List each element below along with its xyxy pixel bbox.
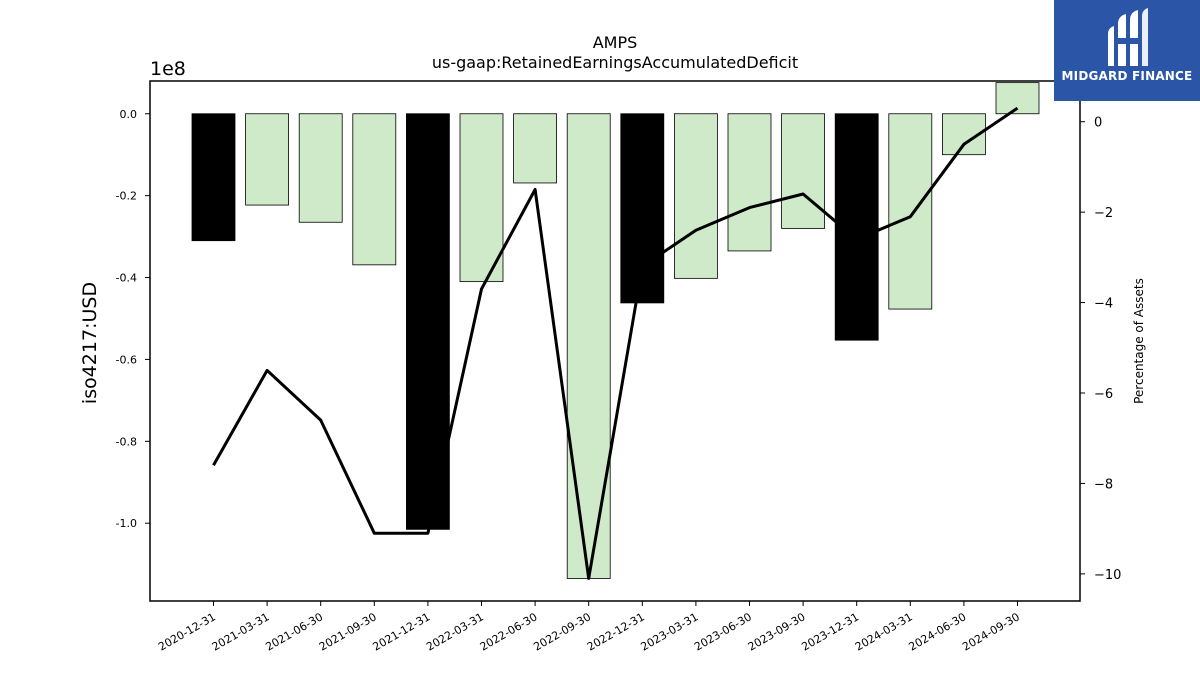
x-tick-label: 2024-09-30 — [960, 610, 1022, 653]
bar-2023-03-31 — [674, 113, 718, 279]
bar-2021-06-30 — [298, 113, 343, 223]
y2-axis-label: Percentage of Assets — [1132, 278, 1146, 404]
percentage-line — [212, 106, 1019, 580]
x-tick-label: 2021-09-30 — [317, 610, 379, 653]
y-tick-label: -0.8 — [116, 435, 137, 448]
logo-text: MIDGARD FINANCE — [1061, 69, 1193, 83]
x-tick-label: 2024-03-31 — [853, 610, 915, 653]
bar-2022-03-31 — [459, 113, 504, 283]
y2-tick-label: −8 — [1094, 477, 1113, 492]
y-tick-label: -0.2 — [116, 190, 137, 203]
x-tick-label: 2021-12-31 — [371, 610, 433, 653]
x-tick-label: 2023-03-31 — [639, 610, 701, 653]
y-tick-label: -0.6 — [116, 353, 137, 366]
x-tick-label: 2022-03-31 — [424, 610, 486, 653]
bar-2023-09-30 — [781, 113, 825, 229]
y-tick-label: 0.0 — [120, 108, 138, 121]
y2-tick-label: −4 — [1094, 297, 1113, 312]
x-tick-label: 2023-06-30 — [692, 610, 754, 653]
x-tick-label: 2022-06-30 — [478, 610, 540, 653]
x-tick-label: 2024-06-30 — [907, 610, 969, 653]
x-tick-label: 2021-03-31 — [210, 610, 272, 653]
bar-2023-06-30 — [727, 113, 772, 252]
x-tick-label: 2023-12-31 — [799, 610, 861, 653]
line-layer — [212, 106, 1019, 580]
bar-2022-09-30 — [566, 113, 611, 579]
chart-title: AMPS — [593, 33, 638, 52]
y-tick-label: -0.4 — [116, 272, 137, 285]
chart-subtitle: us-gaap:RetainedEarningsAccumulatedDefic… — [432, 53, 798, 72]
y2-tick-label: −6 — [1094, 387, 1113, 402]
bar-2020-12-31 — [191, 113, 236, 242]
bars-layer — [191, 82, 1040, 579]
plot-frame — [149, 80, 1081, 602]
y-axis-label: iso4217:USD — [79, 282, 101, 404]
brand-logo: MIDGARD FINANCE — [1054, 0, 1200, 101]
bar-2024-03-31 — [888, 113, 933, 310]
bar-2021-09-30 — [352, 113, 397, 266]
bar-2021-03-31 — [245, 113, 290, 206]
midgard-logo-icon — [1108, 8, 1148, 66]
y2-tick-label: 0 — [1094, 116, 1102, 131]
x-tick-label: 2022-09-30 — [531, 610, 593, 653]
bar-2022-06-30 — [513, 113, 557, 184]
x-tick-label: 2021-06-30 — [263, 610, 325, 653]
y-tick-label: -1.0 — [116, 517, 137, 530]
x-tick-label: 2023-09-30 — [746, 610, 808, 653]
y-scale-label: 1e8 — [150, 58, 186, 80]
bar-2021-12-31 — [405, 113, 450, 530]
y2-tick-label: −10 — [1094, 568, 1121, 583]
x-tick-label: 2022-12-31 — [585, 610, 647, 653]
x-tick-label: 2020-12-31 — [156, 610, 218, 653]
y2-tick-label: −2 — [1094, 206, 1113, 221]
